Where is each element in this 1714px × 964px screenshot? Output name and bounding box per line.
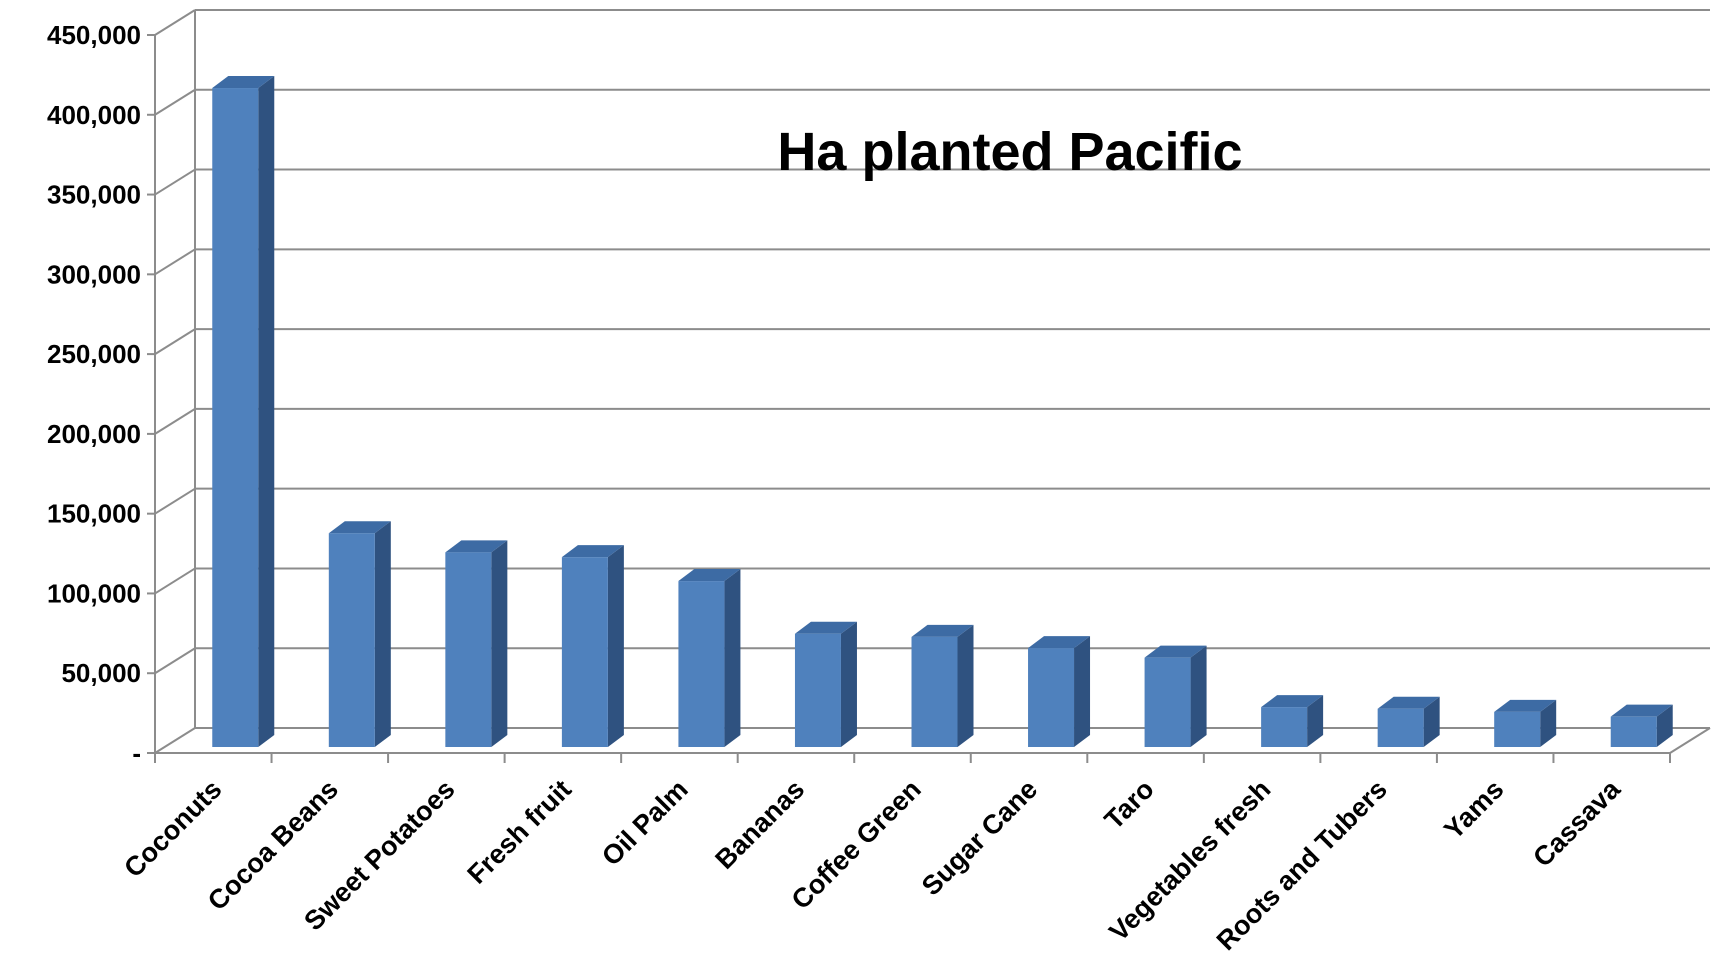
bar-front (328, 533, 375, 747)
x-tick-label: Yams (1438, 774, 1509, 845)
bar (1261, 695, 1324, 747)
bar (678, 569, 741, 747)
bar-front (1261, 707, 1308, 747)
x-tick-label: Sugar Cane (916, 774, 1043, 901)
bar-side (1307, 695, 1324, 747)
bar (1377, 696, 1440, 747)
side-gridline (154, 168, 196, 196)
bar-side (1656, 704, 1673, 747)
bar-top (561, 545, 624, 558)
chart-title: Ha planted Pacific (777, 122, 1242, 182)
bar-side (258, 76, 275, 748)
bar-side (957, 624, 974, 747)
bar-side (840, 621, 857, 747)
bar-side (607, 545, 624, 747)
y-tick-label: 400,000 (47, 100, 141, 130)
y-tick-label: 100,000 (47, 578, 141, 608)
x-tick-label: Coconuts (118, 774, 227, 883)
bar-side (1074, 636, 1091, 747)
x-tick-label: Bananas (709, 774, 810, 875)
bar-front (1377, 708, 1424, 747)
y-tick-label: 200,000 (47, 419, 141, 449)
bar-side (1190, 645, 1207, 747)
x-tick-label: Taro (1099, 774, 1160, 835)
bar-top (1377, 696, 1440, 709)
bar-top (328, 521, 391, 534)
bar (445, 540, 508, 747)
side-gridline (154, 647, 196, 675)
bar-front (794, 633, 841, 747)
side-gridline (154, 9, 196, 36)
bar-layer (212, 76, 1673, 748)
y-tick-label: 150,000 (47, 499, 141, 529)
side-gridline (154, 328, 196, 355)
bar-side (374, 521, 391, 747)
side-gridline (154, 88, 196, 116)
y-tick-label: 300,000 (47, 259, 141, 289)
axis-layer (147, 10, 1711, 763)
bar-side (1423, 696, 1440, 747)
x-tick-label: Oil Palm (596, 774, 694, 872)
y-tick-label: - (132, 738, 141, 768)
bar-side (1540, 699, 1557, 747)
bar (328, 521, 391, 747)
bar-top (1494, 699, 1557, 712)
y-tick-label: 50,000 (61, 658, 141, 688)
bar-front (1028, 648, 1075, 747)
bar (1494, 699, 1557, 747)
bar (212, 76, 275, 748)
bar-front (1144, 657, 1191, 747)
bar-top (911, 624, 974, 637)
bar-top (1610, 704, 1673, 717)
bar-side (491, 540, 508, 747)
bar (561, 545, 624, 747)
side-gridline (154, 248, 196, 276)
bar-top (1028, 636, 1091, 649)
x-tick-label: Cassava (1527, 773, 1626, 872)
side-gridline (154, 727, 196, 754)
bar-top (1144, 645, 1207, 658)
bar (1610, 704, 1673, 747)
bar-top (445, 540, 508, 553)
bar-front (212, 88, 259, 748)
bar (911, 624, 974, 747)
bar-top (794, 621, 857, 634)
floor-right-edge (1669, 727, 1711, 754)
bar (1028, 636, 1091, 747)
bar-front (561, 557, 608, 747)
bar (794, 621, 857, 747)
side-gridline (154, 487, 196, 515)
bar-top (212, 76, 275, 89)
y-tick-label: 450,000 (47, 20, 141, 50)
y-tick-label: 250,000 (47, 339, 141, 369)
bar-side (724, 569, 741, 747)
bar-front (911, 636, 958, 747)
bar (1144, 645, 1207, 747)
bar-top (1261, 695, 1324, 708)
bar-front (1494, 711, 1541, 747)
y-tick-label: 350,000 (47, 180, 141, 210)
side-gridline (154, 408, 196, 435)
x-tick-label: Fresh fruit (462, 774, 578, 890)
bar-front (678, 581, 725, 747)
bar-front (445, 552, 492, 747)
y-tick-labels: - 50,000 100,000 150,000 200,000 250,000 300,0… (47, 20, 141, 768)
side-gridline (154, 567, 196, 595)
bar-top (678, 569, 741, 582)
bar-front (1610, 716, 1657, 747)
